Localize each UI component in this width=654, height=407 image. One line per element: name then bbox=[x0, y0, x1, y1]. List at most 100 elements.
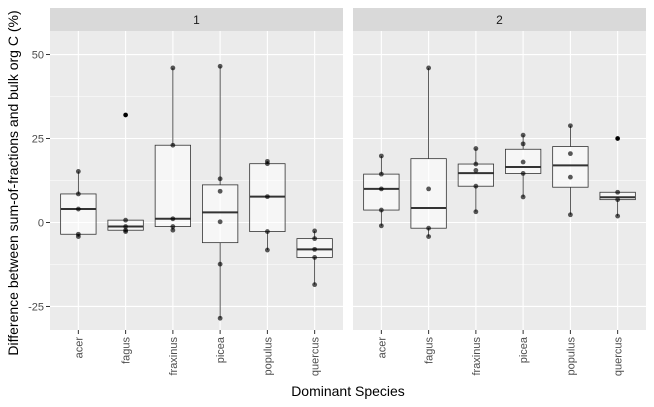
data-point bbox=[123, 229, 129, 234]
box-picea bbox=[505, 132, 542, 200]
data-point bbox=[264, 161, 270, 167]
x-tick-label: picea bbox=[215, 336, 227, 363]
facet-panel-1: 1 acer fagus fraxinus picea populus quercus bbox=[50, 8, 343, 376]
data-point bbox=[75, 169, 81, 174]
data-point bbox=[217, 219, 223, 225]
y-tick-label: 50 bbox=[32, 50, 44, 62]
data-point bbox=[473, 161, 479, 167]
data-point bbox=[520, 132, 526, 138]
data-point bbox=[473, 168, 479, 173]
data-point bbox=[75, 206, 81, 212]
data-point bbox=[217, 63, 223, 69]
box-fraxinus bbox=[457, 146, 494, 215]
box-rect bbox=[457, 163, 494, 187]
box-quercus bbox=[599, 136, 636, 219]
data-point bbox=[615, 189, 621, 195]
data-point bbox=[615, 213, 621, 219]
data-point bbox=[170, 65, 176, 71]
data-point bbox=[567, 212, 573, 218]
data-point bbox=[426, 234, 432, 240]
data-point bbox=[426, 65, 432, 71]
data-point bbox=[378, 153, 384, 159]
data-point bbox=[123, 224, 129, 229]
data-point bbox=[264, 194, 270, 200]
data-point bbox=[473, 146, 479, 151]
x-tick-label: quercus bbox=[613, 337, 625, 377]
box-rect bbox=[154, 144, 191, 227]
data-point bbox=[520, 159, 526, 165]
data-point bbox=[217, 176, 223, 182]
data-point bbox=[123, 217, 129, 223]
data-point bbox=[170, 227, 176, 233]
facet-strip-label: 1 bbox=[193, 13, 200, 27]
box-fraxinus bbox=[154, 65, 191, 233]
data-point bbox=[123, 112, 129, 118]
data-point bbox=[170, 216, 176, 222]
x-tick-label: picea bbox=[518, 336, 530, 363]
data-point bbox=[615, 136, 621, 141]
x-tick-label: fagus bbox=[121, 337, 133, 364]
data-point bbox=[75, 234, 81, 240]
data-point bbox=[378, 171, 384, 177]
data-point bbox=[170, 224, 176, 229]
data-point bbox=[312, 246, 318, 252]
box-rect bbox=[60, 193, 97, 235]
y-axis: -25 0 25 50 bbox=[28, 50, 50, 313]
data-point bbox=[217, 315, 223, 321]
data-point bbox=[615, 197, 621, 203]
box-picea bbox=[202, 63, 239, 321]
data-point bbox=[567, 123, 573, 129]
box-rect bbox=[505, 148, 542, 174]
box-rect bbox=[410, 158, 447, 229]
y-tick-label: 25 bbox=[32, 134, 44, 146]
box-acer bbox=[363, 153, 400, 229]
facet-panel-2: 2 acer fagus fraxinus picea populus quercus bbox=[353, 8, 646, 376]
data-point bbox=[217, 261, 223, 267]
y-tick-label: -25 bbox=[28, 301, 44, 313]
box-fagus bbox=[410, 65, 447, 240]
x-tick-label: acer bbox=[73, 337, 85, 359]
data-point bbox=[520, 171, 526, 176]
x-axis-title: Dominant Species bbox=[291, 383, 405, 399]
y-axis-title: Difference between sum-of-fractions and … bbox=[5, 10, 21, 355]
data-point bbox=[426, 225, 432, 231]
data-point bbox=[312, 282, 318, 288]
facet-panels: 1 acer fagus fraxinus picea populus quercus 2 ac… bbox=[50, 8, 646, 376]
x-tick-label: fraxinus bbox=[168, 337, 180, 376]
box-populus bbox=[249, 158, 286, 253]
data-point bbox=[312, 236, 318, 242]
x-tick-label: quercus bbox=[310, 337, 322, 377]
x-tick-label: fraxinus bbox=[471, 337, 483, 376]
data-point bbox=[264, 247, 270, 253]
facet-strip bbox=[50, 8, 343, 31]
data-point bbox=[520, 141, 526, 147]
box-quercus bbox=[296, 228, 333, 288]
data-point bbox=[473, 209, 479, 215]
data-point bbox=[217, 188, 223, 194]
data-point bbox=[378, 207, 384, 213]
data-point bbox=[520, 194, 526, 200]
data-point bbox=[473, 183, 479, 189]
x-tick-label: acer bbox=[376, 337, 388, 359]
data-point bbox=[312, 228, 318, 234]
x-tick-label: fagus bbox=[424, 337, 436, 364]
data-point bbox=[75, 191, 81, 197]
box-rect bbox=[363, 173, 400, 211]
x-tick-label: populus bbox=[565, 337, 577, 376]
data-point bbox=[567, 151, 573, 157]
data-point bbox=[312, 255, 318, 260]
data-point bbox=[567, 174, 573, 180]
box-populus bbox=[552, 123, 589, 218]
box-fagus bbox=[107, 112, 144, 234]
data-point bbox=[378, 223, 384, 229]
data-point bbox=[378, 186, 384, 192]
facet-strip bbox=[353, 8, 646, 31]
box-rect bbox=[202, 184, 239, 244]
box-acer bbox=[60, 169, 97, 240]
data-point bbox=[426, 186, 432, 192]
facet-strip-label: 2 bbox=[496, 13, 503, 27]
data-point bbox=[170, 142, 176, 148]
y-tick-label: 0 bbox=[38, 217, 44, 229]
data-point bbox=[264, 229, 270, 234]
